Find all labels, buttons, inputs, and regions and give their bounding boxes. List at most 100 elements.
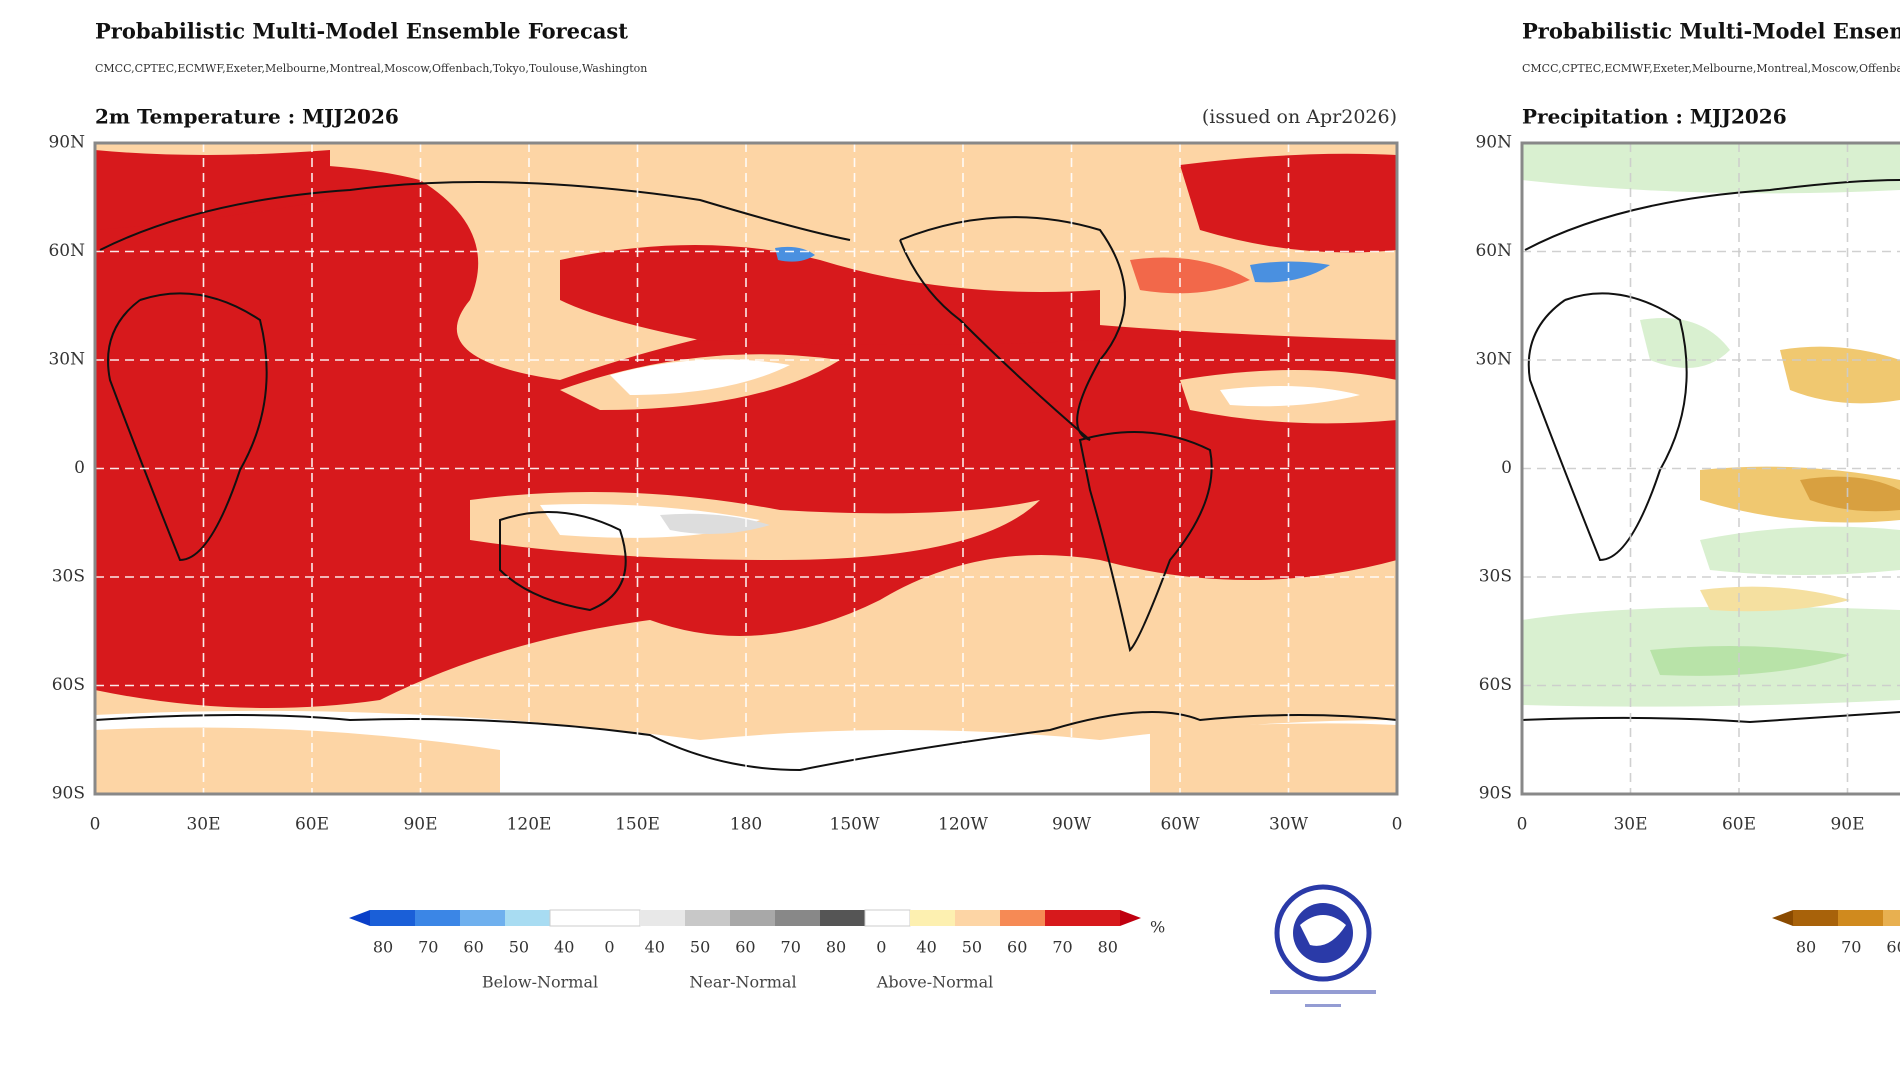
lon-label: 150W <box>830 815 880 835</box>
temperature-colorbar-part <box>505 910 550 926</box>
temperature-colorbar-part <box>460 910 505 926</box>
temperature-map-part <box>1220 386 1360 407</box>
temperature-map-part <box>610 359 790 395</box>
colorbar-label: 80 <box>373 938 393 957</box>
temperature-colorbar-part <box>910 910 955 926</box>
right-gridlines <box>1522 143 1900 794</box>
lon-label: 90E <box>1830 815 1864 835</box>
colorbar-label: 50 <box>509 938 529 957</box>
temperature-colorbar-part <box>370 910 415 926</box>
colorbar-label: 70 <box>1841 938 1861 957</box>
colorbar-label: 60 <box>1886 938 1900 957</box>
temperature-map-part <box>99 181 851 251</box>
temperature-colorbar-part <box>1120 910 1141 926</box>
temperature-colorbar-part <box>685 910 730 926</box>
category-label: Near-Normal <box>689 973 796 992</box>
temperature-colorbar <box>349 909 1141 927</box>
temperature-map-part <box>560 245 1100 345</box>
lat-label: 60N <box>48 241 85 261</box>
lat-label: 30N <box>1475 350 1512 370</box>
temperature-colorbar-part <box>775 910 820 926</box>
temperature-map-part <box>499 511 627 612</box>
temperature-colorbar-part <box>640 910 685 926</box>
lon-label: 0 <box>1392 815 1403 835</box>
temperature-colorbar-part <box>820 910 865 926</box>
temperature-colorbar-part <box>1045 910 1120 926</box>
lat-label: 90N <box>1475 133 1512 153</box>
model-list: CMCC,CPTEC,ECMWF,Exeter,Melbourne,Montre… <box>1522 62 1900 75</box>
colorbar-label: 0 <box>876 938 886 957</box>
lon-label: 90W <box>1052 815 1092 835</box>
colorbar-label: 60 <box>463 938 483 957</box>
precipitation-map-part <box>1780 346 1900 404</box>
lat-label: 30S <box>1479 567 1512 587</box>
issued-date: (issued on Apr2026) <box>1202 106 1397 128</box>
precipitation-map-part <box>1524 179 1900 251</box>
lat-label: 90S <box>1479 784 1512 804</box>
precipitation-colorbar-part <box>1793 910 1838 926</box>
temperature-map-part <box>660 513 770 534</box>
temperature-map-part <box>95 150 330 230</box>
lon-label: 150E <box>615 815 660 835</box>
temperature-colorbar-part <box>1000 910 1045 926</box>
lat-label: 30S <box>52 567 85 587</box>
temperature-map-part <box>1078 431 1213 652</box>
lat-label: 0 <box>1501 458 1512 478</box>
colorbar-label: 50 <box>690 938 710 957</box>
lon-label: 120E <box>507 815 552 835</box>
precipitation-colorbar-part <box>1838 910 1883 926</box>
lon-label: 30E <box>1613 815 1647 835</box>
lon-label: 60E <box>295 815 329 835</box>
temperature-colorbar-part <box>349 910 370 926</box>
wmo-logo-part <box>1305 1004 1341 1007</box>
precipitation-map-part <box>1700 586 1850 612</box>
colorbar-label: 70 <box>418 938 438 957</box>
colorbar-label: 40 <box>916 938 936 957</box>
temperature-map-part <box>775 246 815 262</box>
temperature-map-part <box>899 216 1126 441</box>
colorbar-label: 70 <box>1052 938 1072 957</box>
precipitation-colorbar-part <box>1772 910 1793 926</box>
precipitation-map-part <box>1527 292 1688 562</box>
temperature-colorbar-part <box>415 910 460 926</box>
colorbar-label: 40 <box>645 938 665 957</box>
colorbar-label: 60 <box>1007 938 1027 957</box>
lon-label: 0 <box>90 815 101 835</box>
temperature-colorbar-part <box>955 910 1000 926</box>
temperature-map-part <box>1250 261 1330 283</box>
temperature-map-part <box>1150 723 1397 794</box>
lon-label: 30E <box>186 815 220 835</box>
lon-label: 60W <box>1160 815 1200 835</box>
lat-label: 60N <box>1475 241 1512 261</box>
precipitation-map-part <box>1522 711 1900 724</box>
left-gridlines <box>95 143 1397 794</box>
colorbar-label: 70 <box>781 938 801 957</box>
precipitation-map-part <box>1650 646 1850 676</box>
wmo-logo <box>1270 884 1376 1007</box>
precipitation-map-part <box>1522 143 1900 194</box>
colorbar-label: 80 <box>1098 938 1118 957</box>
lon-label: 120W <box>938 815 988 835</box>
lon-label: 30W <box>1269 815 1309 835</box>
panel-title: Probabilistic Multi-Model Ensemble Forec… <box>95 19 628 44</box>
category-label: Above-Normal <box>876 973 993 992</box>
precipitation-colorbar <box>1772 910 1900 926</box>
precipitation-map-part <box>1700 526 1900 575</box>
temperature-colorbar-part <box>549 909 641 927</box>
lat-label: 90S <box>52 784 85 804</box>
colorbar-label: 60 <box>735 938 755 957</box>
variable-label: Precipitation : MJJ2026 <box>1522 105 1787 129</box>
lat-label: 60S <box>1479 675 1512 695</box>
temperature-map-part <box>107 292 268 562</box>
precipitation-map-part <box>1800 476 1900 512</box>
map-frame <box>1520 141 1900 796</box>
panel-title: Probabilistic Multi-Model Ensemble Forec… <box>1522 19 1900 44</box>
lon-label: 180 <box>730 815 762 835</box>
temperature-colorbar-part <box>864 909 911 927</box>
colorbar-unit: % <box>1150 918 1165 937</box>
colorbar-label: 80 <box>826 938 846 957</box>
lat-label: 0 <box>74 458 85 478</box>
temperature-map-part <box>1130 257 1250 294</box>
